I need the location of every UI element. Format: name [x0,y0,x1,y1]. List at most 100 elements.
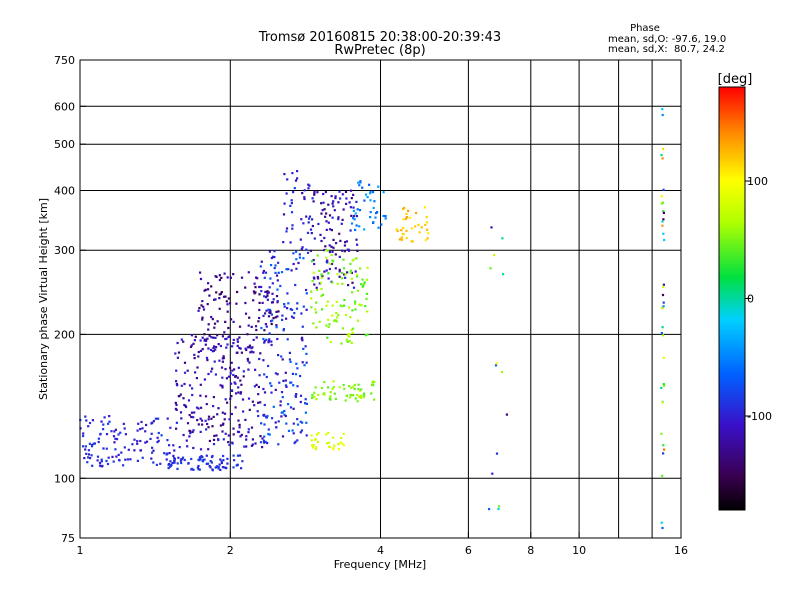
data-point [331,259,334,262]
data-point [212,415,215,418]
data-point [323,208,326,211]
data-point [201,318,204,321]
data-point [197,350,200,354]
data-point [199,394,202,397]
data-point [222,438,225,441]
data-point [261,437,264,440]
data-point [660,521,663,524]
data-point [198,459,201,462]
data-point [101,464,104,467]
data-point [338,232,341,235]
data-point [262,337,265,341]
data-point [252,299,255,302]
data-point [316,254,319,257]
data-point [232,338,235,341]
data-point [354,270,357,273]
data-point [424,239,427,242]
data-point [219,468,222,471]
data-point [265,296,268,299]
data-point [269,312,272,315]
data-point [205,454,208,457]
data-point [180,417,183,420]
data-point [292,407,295,410]
data-point [100,420,103,423]
data-point [123,446,126,449]
data-point [359,394,363,397]
data-point [126,458,129,461]
data-point [216,334,219,337]
data-point [660,332,663,335]
data-point [333,392,336,395]
data-point [372,206,375,210]
data-point [328,214,332,217]
data-point [266,290,269,293]
data-point [300,218,303,221]
data-point [345,313,348,317]
data-point [91,464,94,467]
data-point [276,279,279,282]
data-point [337,216,340,219]
data-point [200,304,203,307]
data-point [313,283,316,286]
data-point [424,223,427,226]
data-point [227,335,230,339]
data-point [206,359,209,362]
data-point [273,256,276,259]
data-point [105,433,109,436]
data-point [298,256,301,259]
data-point [326,336,329,339]
data-point [320,294,323,297]
data-point [398,238,401,241]
data-point [307,217,311,220]
data-point [303,364,306,367]
data-point [175,427,178,430]
data-point [279,404,282,407]
data-point [315,311,318,314]
data-point [338,386,341,389]
data-point [325,324,328,327]
data-point [182,340,185,343]
data-point [238,423,241,426]
data-point [229,372,232,375]
data-point [350,341,353,344]
data-point [320,239,323,243]
data-point [296,170,299,173]
data-point [294,179,298,182]
data-point [662,452,665,455]
data-point [201,456,204,459]
data-point [303,196,306,199]
data-point [227,375,230,378]
data-point [660,195,663,198]
data-point [259,441,263,444]
data-point [295,362,298,365]
data-point [283,303,286,306]
data-point [338,255,341,258]
y-tick-label: 600 [54,100,75,113]
data-point [247,428,250,431]
data-point [329,446,332,449]
data-point [373,398,376,401]
data-point [323,236,326,240]
data-point [177,395,180,398]
data-point [302,257,305,260]
data-point [267,432,270,436]
data-point [662,444,665,447]
data-point [361,186,364,189]
data-point [363,281,366,284]
data-point [301,361,304,364]
data-point [255,336,258,339]
data-point [188,429,191,432]
data-point [254,442,257,445]
data-point [193,339,196,342]
data-point [283,173,286,176]
data-point [176,384,179,387]
data-point [323,393,326,396]
data-point [305,248,308,251]
data-point [208,334,211,337]
data-point [205,338,208,341]
data-point [331,314,334,317]
data-point [180,461,183,465]
data-point [337,218,340,221]
data-point [329,228,332,231]
data-point [349,396,352,399]
